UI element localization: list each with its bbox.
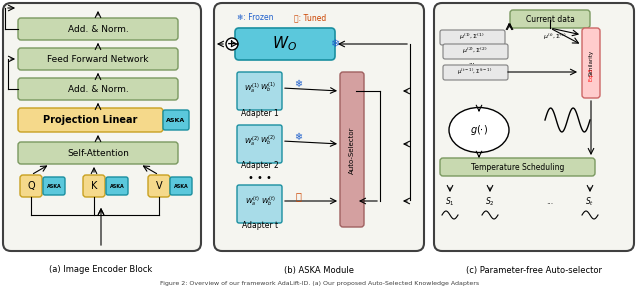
FancyBboxPatch shape — [440, 30, 505, 45]
Text: (b) ASKA Module: (b) ASKA Module — [284, 266, 354, 275]
FancyBboxPatch shape — [434, 3, 634, 251]
FancyBboxPatch shape — [163, 110, 189, 130]
Text: (a) Image Encoder Block: (a) Image Encoder Block — [49, 266, 152, 275]
Text: $g(\cdot)$: $g(\cdot)$ — [470, 123, 488, 137]
Text: $W_O$: $W_O$ — [273, 35, 298, 53]
FancyBboxPatch shape — [440, 158, 595, 176]
FancyBboxPatch shape — [235, 28, 335, 60]
Text: ASKA: ASKA — [109, 184, 124, 188]
Text: ❄: ❄ — [330, 39, 340, 49]
FancyBboxPatch shape — [237, 185, 282, 223]
Text: Feed Forward Network: Feed Forward Network — [47, 55, 148, 64]
FancyBboxPatch shape — [20, 175, 42, 197]
FancyBboxPatch shape — [18, 108, 163, 132]
Text: Current data: Current data — [525, 14, 575, 23]
Text: Adapter t: Adapter t — [242, 221, 278, 231]
Text: Temperature Scheduling: Temperature Scheduling — [471, 162, 564, 171]
Text: $W_a^{(2)}$: $W_a^{(2)}$ — [244, 134, 260, 148]
Text: $\mu^{(t-1)}, \Sigma^{(t-1)}$: $\mu^{(t-1)}, \Sigma^{(t-1)}$ — [458, 67, 493, 77]
Text: $W_b^{(t)}$: $W_b^{(t)}$ — [260, 194, 275, 208]
Text: $W_b^{(2)}$: $W_b^{(2)}$ — [260, 134, 276, 148]
FancyBboxPatch shape — [18, 48, 178, 70]
FancyBboxPatch shape — [43, 177, 65, 195]
FancyBboxPatch shape — [443, 44, 508, 59]
FancyBboxPatch shape — [83, 175, 105, 197]
Text: $S_2$: $S_2$ — [485, 196, 495, 208]
Text: $W_a^{(1)}$: $W_a^{(1)}$ — [244, 81, 260, 95]
Text: ...: ... — [468, 59, 476, 65]
FancyBboxPatch shape — [582, 28, 600, 98]
FancyBboxPatch shape — [18, 18, 178, 40]
Text: V: V — [156, 181, 163, 191]
Text: ❄: Frozen: ❄: Frozen — [237, 14, 273, 23]
FancyBboxPatch shape — [106, 177, 128, 195]
Text: Auto-Selector: Auto-Selector — [349, 126, 355, 174]
Text: ...: ... — [547, 197, 554, 207]
Text: ASKA: ASKA — [173, 184, 188, 188]
Text: ❄: ❄ — [294, 132, 302, 142]
Text: Figure 2: Overview of our framework AdaLift-ID. (a) Our proposed Auto-Selected K: Figure 2: Overview of our framework AdaL… — [161, 281, 479, 286]
Text: $\mu^{(1)}, \Sigma^{(1)}$: $\mu^{(1)}, \Sigma^{(1)}$ — [459, 32, 485, 42]
Text: ❄: ❄ — [294, 79, 302, 89]
FancyBboxPatch shape — [443, 65, 508, 80]
FancyBboxPatch shape — [18, 78, 178, 100]
Text: K: K — [91, 181, 97, 191]
FancyBboxPatch shape — [148, 175, 170, 197]
Ellipse shape — [449, 108, 509, 153]
Text: +: + — [227, 39, 237, 49]
FancyBboxPatch shape — [170, 177, 192, 195]
Text: ASKA: ASKA — [166, 118, 186, 123]
FancyBboxPatch shape — [214, 3, 424, 251]
Text: Projection Linear: Projection Linear — [43, 115, 137, 125]
Text: $W_a^{(t)}$: $W_a^{(t)}$ — [244, 194, 259, 208]
Text: 🔥: Tuned: 🔥: Tuned — [294, 14, 326, 23]
FancyBboxPatch shape — [340, 72, 364, 227]
Text: Similarity: Similarity — [589, 50, 593, 76]
FancyBboxPatch shape — [18, 142, 178, 164]
Text: Adapter 1: Adapter 1 — [241, 108, 279, 118]
Text: Q: Q — [27, 181, 35, 191]
Text: Eq. 3: Eq. 3 — [589, 69, 593, 81]
Text: 🔥: 🔥 — [295, 191, 301, 201]
Text: Self-Attention: Self-Attention — [67, 149, 129, 158]
Text: $\mu^{(2)}, \Sigma^{(2)}$: $\mu^{(2)}, \Sigma^{(2)}$ — [462, 46, 488, 56]
Circle shape — [226, 38, 238, 50]
Text: $\mu^{(t)}, \Sigma^{(t)}$: $\mu^{(t)}, \Sigma^{(t)}$ — [543, 32, 567, 42]
Text: Add. & Norm.: Add. & Norm. — [68, 84, 129, 94]
FancyBboxPatch shape — [3, 3, 201, 251]
Text: $S_t$: $S_t$ — [586, 196, 595, 208]
Text: Add. & Norm.: Add. & Norm. — [68, 25, 129, 34]
Text: • • •: • • • — [248, 173, 272, 183]
Text: ASKA: ASKA — [47, 184, 61, 188]
Text: Adapter 2: Adapter 2 — [241, 162, 279, 171]
Text: $W_b^{(1)}$: $W_b^{(1)}$ — [260, 81, 276, 95]
Text: $S_1$: $S_1$ — [445, 196, 455, 208]
FancyBboxPatch shape — [237, 72, 282, 110]
Text: (c) Parameter-free Auto-selector: (c) Parameter-free Auto-selector — [466, 266, 602, 275]
FancyBboxPatch shape — [237, 125, 282, 163]
FancyBboxPatch shape — [510, 10, 590, 28]
